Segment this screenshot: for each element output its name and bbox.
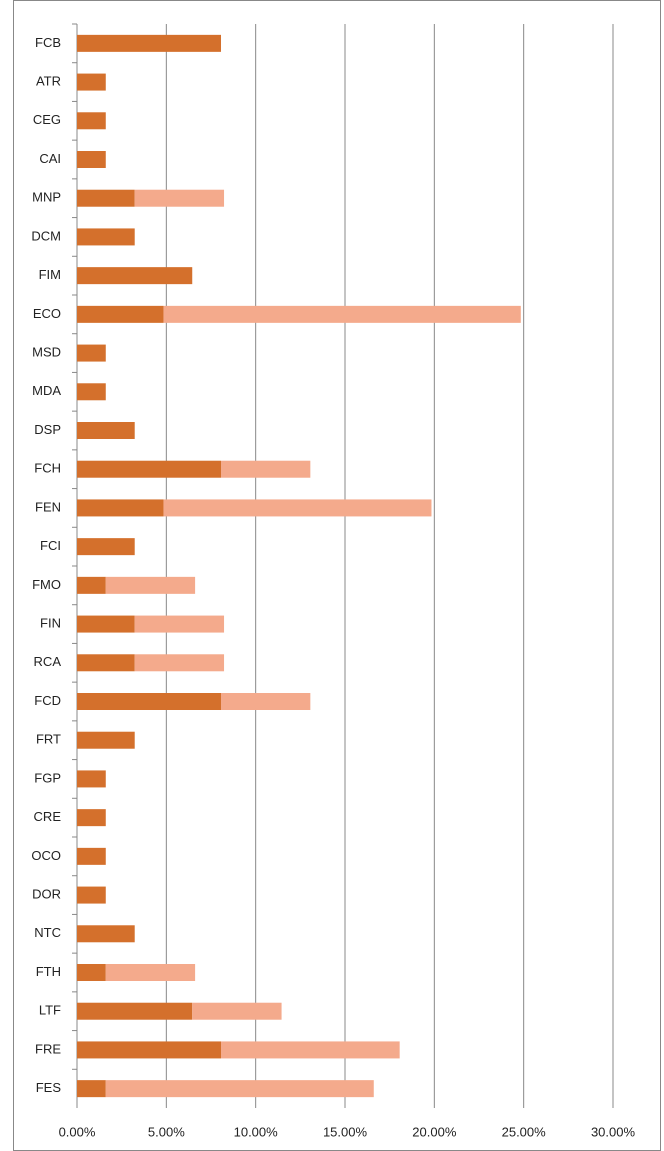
bar: [77, 112, 106, 130]
bar: [77, 189, 135, 207]
y-tick-label: DSP: [34, 422, 61, 437]
y-tick-label: LTF: [39, 1003, 61, 1018]
bar: [77, 576, 106, 594]
bar: [105, 964, 196, 981]
bar: [134, 189, 225, 207]
x-tick-label: 15.00%: [323, 1124, 368, 1139]
y-tick-label: ECO: [33, 306, 61, 321]
bar: [134, 615, 225, 633]
y-tick-label: FIM: [39, 267, 61, 282]
bar: [77, 847, 106, 865]
bar: [77, 538, 135, 556]
bar: [163, 499, 432, 517]
y-tick-label: FCH: [34, 461, 61, 476]
y-tick-label: FES: [36, 1080, 62, 1095]
y-tick-label: OCO: [31, 848, 61, 863]
x-tick-label: 30.00%: [591, 1124, 636, 1139]
bar: [77, 34, 222, 52]
bar: [77, 693, 222, 710]
bar: [77, 1041, 222, 1059]
bar: [221, 693, 311, 710]
x-tick-label: 5.00%: [148, 1124, 185, 1139]
y-tick-label: CRE: [34, 809, 62, 824]
bar: [77, 964, 106, 981]
bar: [77, 1080, 106, 1098]
bar: [77, 886, 106, 904]
y-tick-label: CAI: [39, 151, 61, 166]
y-tick-label: MNP: [32, 190, 61, 205]
bar: [77, 305, 164, 323]
bar: [105, 576, 196, 594]
bar: [77, 383, 106, 401]
y-tick-label: MSD: [32, 345, 61, 360]
x-tick-label: 20.00%: [412, 1124, 457, 1139]
y-tick-label: FGP: [34, 770, 61, 785]
y-tick-label: RCA: [34, 654, 62, 669]
y-tick-label: FCB: [35, 35, 61, 50]
y-tick-label: ATR: [36, 74, 61, 89]
y-tick-label: DCM: [31, 228, 61, 243]
bar: [77, 228, 135, 246]
y-tick-label: CEG: [33, 112, 61, 127]
bar: [77, 654, 135, 672]
bar: [77, 731, 135, 749]
y-tick-label: FEN: [35, 499, 61, 514]
bar: [77, 422, 135, 439]
bar: [221, 460, 311, 478]
x-tick-label: 0.00%: [59, 1124, 96, 1139]
y-tick-label: FTH: [36, 964, 61, 979]
bar: [163, 305, 521, 323]
bar: [77, 499, 164, 517]
bar: [77, 460, 222, 478]
y-tick-label: FMO: [32, 577, 61, 592]
bar: [77, 73, 106, 91]
bar: [77, 809, 106, 827]
bar: [221, 1041, 400, 1059]
bar: [105, 1080, 374, 1098]
bar: [192, 1002, 282, 1020]
x-tick-label: 25.00%: [502, 1124, 547, 1139]
bar: [77, 1002, 193, 1020]
y-tick-label: FCI: [40, 538, 61, 553]
y-tick-label: FIN: [40, 616, 61, 631]
bar: [77, 615, 135, 633]
bar: [77, 344, 106, 362]
bar: [77, 151, 106, 168]
bar: [77, 925, 135, 943]
x-tick-label: 10.00%: [234, 1124, 279, 1139]
y-tick-label: DOR: [32, 887, 61, 902]
y-tick-label: FCD: [34, 693, 61, 708]
y-tick-label: NTC: [34, 925, 61, 940]
y-tick-label: FRT: [36, 732, 61, 747]
y-tick-label: FRE: [35, 1041, 61, 1056]
bar: [77, 770, 106, 788]
bar: [77, 267, 193, 285]
y-tick-label: MDA: [32, 383, 61, 398]
bar: [134, 654, 225, 672]
